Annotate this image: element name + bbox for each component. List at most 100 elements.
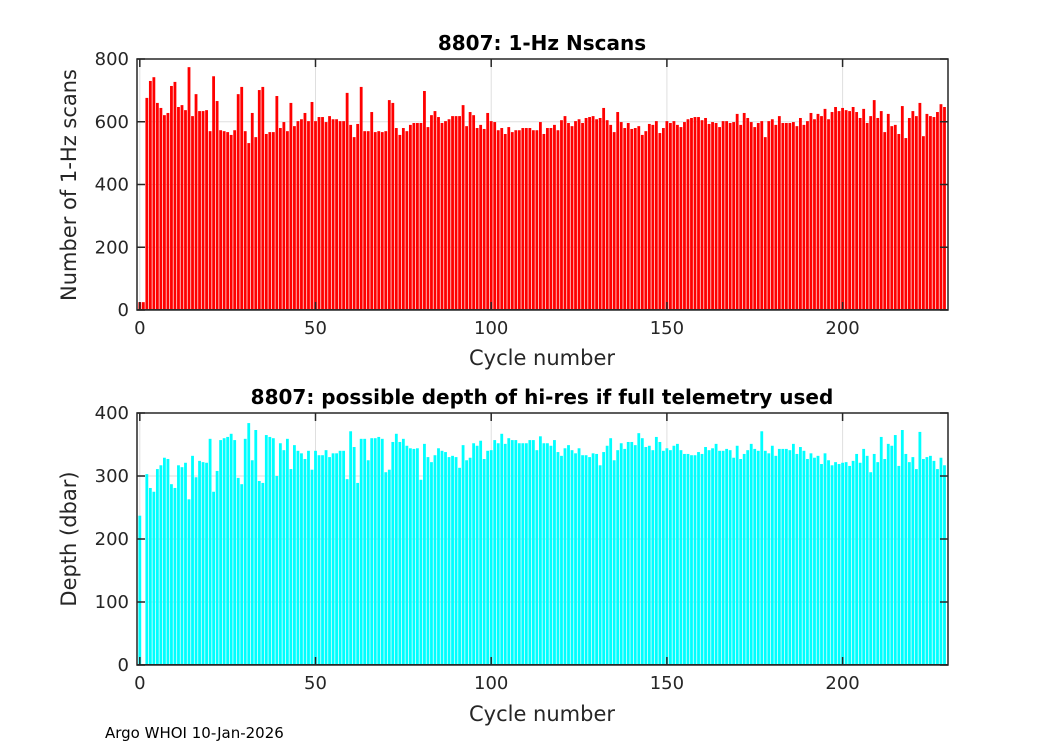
bar bbox=[454, 116, 458, 310]
bar bbox=[419, 479, 423, 665]
bar bbox=[820, 116, 823, 310]
bar bbox=[173, 487, 177, 665]
bar bbox=[247, 143, 251, 310]
bar bbox=[858, 462, 862, 665]
bar bbox=[419, 123, 423, 310]
x-tick-label: 0 bbox=[134, 318, 145, 339]
bar bbox=[647, 445, 651, 665]
bar bbox=[370, 438, 374, 665]
bar bbox=[718, 127, 722, 311]
bar bbox=[756, 123, 760, 310]
bar bbox=[809, 112, 813, 310]
bar bbox=[335, 453, 338, 665]
bar bbox=[408, 124, 412, 310]
bar bbox=[517, 130, 521, 310]
x-tick-label: 100 bbox=[474, 673, 508, 694]
bar bbox=[184, 462, 187, 665]
bar bbox=[335, 119, 338, 311]
bar bbox=[538, 122, 542, 310]
bar bbox=[268, 132, 272, 310]
bar bbox=[254, 430, 258, 665]
bar bbox=[581, 455, 584, 665]
bar bbox=[619, 122, 623, 310]
bar bbox=[890, 126, 894, 310]
bar bbox=[844, 462, 848, 665]
bar bbox=[331, 453, 335, 665]
bar bbox=[472, 443, 476, 665]
bar bbox=[665, 121, 669, 310]
x-tick-label: 150 bbox=[650, 673, 684, 694]
bar bbox=[268, 436, 272, 665]
x-tick-label: 0 bbox=[134, 673, 145, 694]
bar bbox=[925, 113, 929, 310]
bar bbox=[683, 122, 686, 310]
bar bbox=[229, 134, 233, 310]
bar bbox=[177, 107, 180, 310]
x-axis-label: Cycle number bbox=[469, 346, 615, 370]
bar bbox=[823, 453, 827, 665]
bar bbox=[514, 440, 518, 665]
bar bbox=[725, 121, 729, 310]
bar bbox=[243, 438, 247, 665]
bar bbox=[493, 440, 497, 665]
bar bbox=[925, 457, 929, 665]
bar bbox=[619, 443, 623, 665]
bar bbox=[788, 450, 792, 665]
bar bbox=[366, 460, 370, 665]
bar bbox=[257, 481, 261, 665]
bar bbox=[236, 94, 240, 310]
bar bbox=[591, 116, 595, 310]
bar bbox=[939, 457, 943, 665]
bar bbox=[180, 105, 184, 310]
bar bbox=[303, 112, 307, 310]
bar bbox=[693, 117, 697, 310]
bar bbox=[430, 115, 433, 310]
bar bbox=[876, 117, 880, 310]
bar bbox=[711, 122, 714, 310]
bar bbox=[510, 440, 514, 665]
bar bbox=[398, 441, 402, 665]
bar bbox=[401, 438, 405, 665]
bar bbox=[233, 130, 237, 310]
bar bbox=[219, 440, 223, 665]
bar bbox=[257, 90, 261, 310]
bar bbox=[651, 124, 655, 310]
y-tick-label: 0 bbox=[118, 655, 129, 676]
bar bbox=[799, 447, 802, 665]
bar bbox=[384, 472, 388, 665]
bar bbox=[310, 469, 314, 665]
bar bbox=[148, 487, 152, 665]
bar bbox=[595, 119, 599, 311]
bar bbox=[777, 116, 781, 310]
bar bbox=[742, 453, 746, 665]
bar bbox=[356, 123, 360, 310]
bar bbox=[574, 453, 577, 665]
bar bbox=[546, 443, 549, 665]
bar bbox=[897, 465, 901, 665]
bar bbox=[468, 457, 472, 665]
bar bbox=[423, 443, 426, 665]
bar bbox=[405, 131, 409, 310]
bar bbox=[756, 450, 760, 665]
bar bbox=[394, 128, 398, 310]
bar bbox=[170, 484, 173, 665]
bar bbox=[633, 128, 637, 310]
bar bbox=[637, 126, 641, 310]
bar bbox=[848, 465, 852, 665]
bar bbox=[380, 132, 384, 310]
bar bbox=[493, 122, 497, 310]
bar bbox=[321, 117, 324, 310]
bar bbox=[159, 465, 163, 665]
bar bbox=[542, 443, 546, 665]
bar bbox=[166, 112, 170, 310]
bar bbox=[661, 450, 665, 665]
bar bbox=[159, 107, 163, 310]
bar bbox=[749, 443, 753, 665]
bar bbox=[489, 450, 493, 665]
bar bbox=[654, 436, 658, 665]
bar bbox=[668, 123, 672, 310]
bar bbox=[665, 448, 669, 665]
bar bbox=[929, 455, 932, 665]
bar bbox=[943, 465, 946, 665]
